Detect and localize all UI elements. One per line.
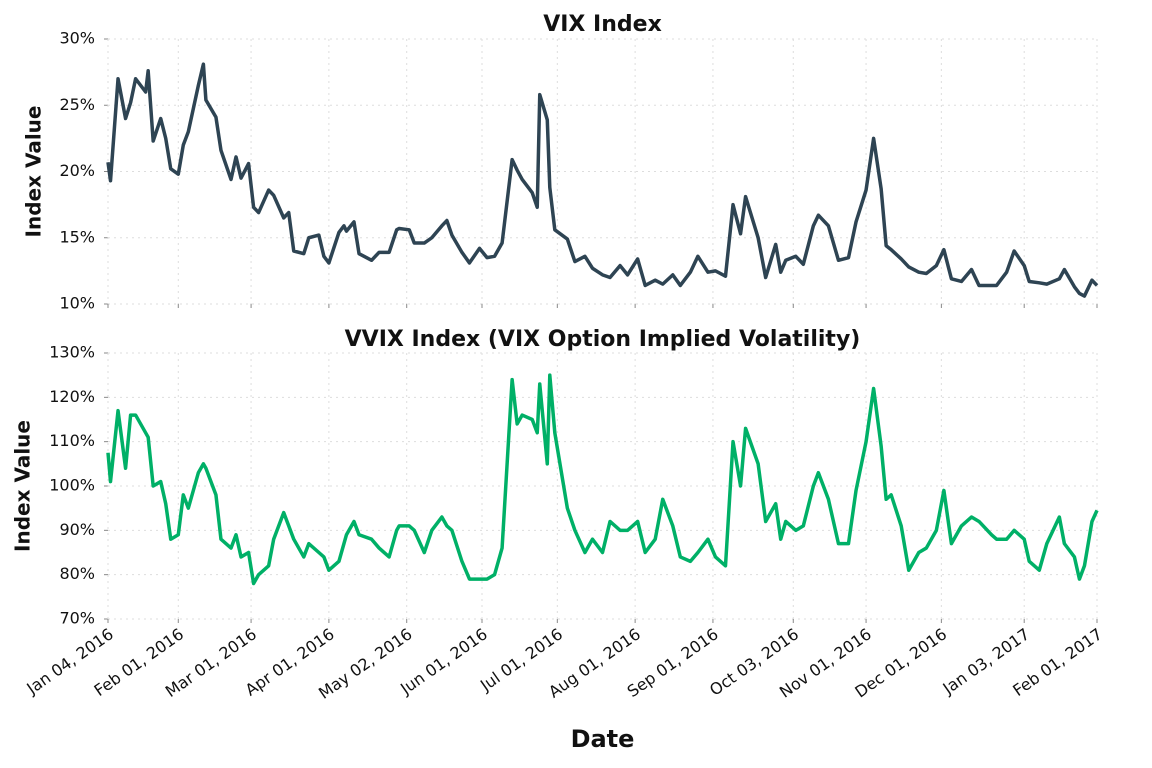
chart-title: VVIX Index (VIX Option Implied Volatilit… — [345, 327, 861, 352]
y-tick-label: 20% — [59, 161, 95, 180]
line — [106, 62, 1099, 298]
y-tick-label: 15% — [59, 227, 95, 246]
y-axis-label: Index Value — [22, 106, 46, 238]
y-tick-label: 130% — [49, 343, 95, 362]
y-axis-label: Index Value — [11, 420, 35, 552]
y-tick-label: 90% — [59, 520, 95, 539]
y-tick-label: 70% — [59, 609, 95, 628]
y-tick-label: 80% — [59, 564, 95, 583]
y-tick-label: 30% — [59, 29, 95, 48]
y-tick-label: 10% — [59, 294, 95, 313]
y-tick-label: 25% — [59, 95, 95, 114]
chart-title: VIX Index — [543, 12, 662, 37]
y-tick-label: 110% — [49, 431, 95, 450]
y-tick-label: 100% — [49, 476, 95, 495]
x-axis-label: Date — [571, 725, 635, 753]
line — [106, 373, 1099, 586]
y-tick-label: 120% — [49, 387, 95, 406]
